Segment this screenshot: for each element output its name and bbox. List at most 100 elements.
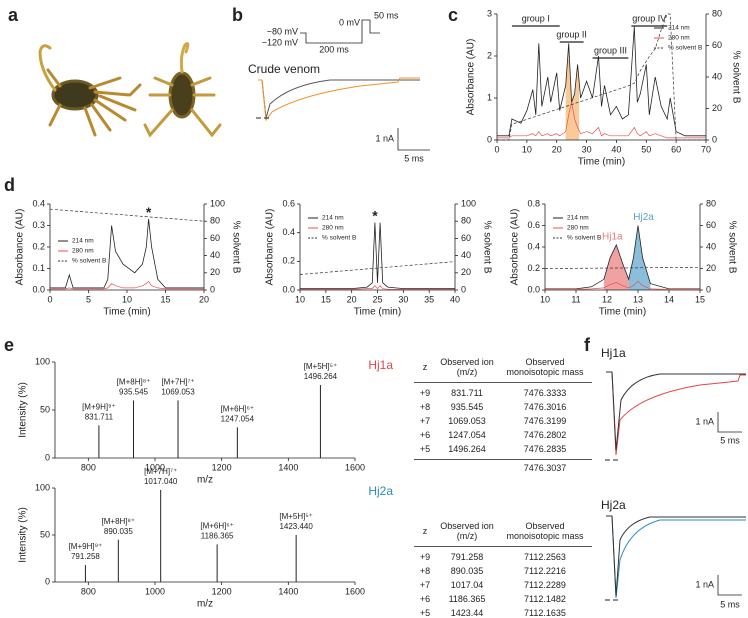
x-tick-label: 1400 <box>278 462 298 472</box>
x-tick-label: 1200 <box>212 462 232 472</box>
table-cell: +9 <box>419 552 431 562</box>
y-tick-label: 0.3 <box>32 220 45 230</box>
x-axis-label: Time (min) <box>103 307 150 318</box>
scale-bar <box>717 412 742 433</box>
duration-label: 200 ms <box>319 44 349 54</box>
voltage-label: −80 mV <box>267 26 298 36</box>
x-tick-label: 12 <box>602 294 612 304</box>
table-cell: +6 <box>419 594 431 604</box>
y2-tick-label: 60 <box>712 40 722 50</box>
legend-label: 280 nm <box>668 35 690 42</box>
shaded-peak <box>565 43 580 140</box>
y2-tick-label: 40 <box>210 250 220 260</box>
trace-label: Crude venom <box>248 62 320 76</box>
y-axis-label: Intensity (%) <box>18 382 29 438</box>
x-axis-label: Time (min) <box>354 307 401 318</box>
table-cell: 1496.264 <box>448 444 486 454</box>
voltage-label: 0 mV <box>339 17 360 27</box>
scale-label: 1 nA <box>695 416 714 426</box>
x-tick-label: 1600 <box>345 462 365 472</box>
series-line <box>545 225 700 290</box>
current-trace <box>606 515 746 599</box>
panel-label: b <box>232 5 243 25</box>
y-tick-label: 0.4 <box>282 227 295 237</box>
x-tick-label: 20 <box>199 294 209 304</box>
table-cell: z <box>422 362 428 372</box>
y2-tick-label: 40 <box>712 71 722 81</box>
trace-label: Hj1a <box>601 346 626 360</box>
table-cell: 791.258 <box>450 552 484 562</box>
table-cell: 7476.2802 <box>523 430 567 440</box>
x-tick-label: 0 <box>47 294 52 304</box>
y-tick-label: 100 <box>35 482 50 492</box>
peak-mz-label: 1186.365 <box>201 532 234 541</box>
x-tick-label: 5 <box>86 294 91 304</box>
y-tick-label: 0.2 <box>527 263 540 273</box>
table-cell: 1423.44 <box>450 608 484 618</box>
legend-label: 214 nm <box>567 215 589 222</box>
mass-table: z Observed ion (m/z) Observed monoisotopic… <box>414 352 592 476</box>
y-tick-label: 0 <box>45 452 50 462</box>
x-tick-label: 70 <box>701 144 711 154</box>
peak-ion-label: [M+9H]⁹⁺ <box>82 402 116 411</box>
x-tick-label: 1600 <box>345 586 365 596</box>
y2-tick-label: 80 <box>706 198 716 208</box>
group-label: group III <box>594 45 627 55</box>
y-tick-label: 0.1 <box>32 263 45 273</box>
current-trace <box>258 79 420 119</box>
y2-tick-label: 80 <box>712 8 722 18</box>
x-tick-label: 800 <box>81 586 96 596</box>
current-trace <box>606 371 746 456</box>
y-axis-label: Absorbance (AU) <box>15 209 26 286</box>
table-cell: 7112.2289 <box>524 580 566 590</box>
table-cell: 7476.3333 <box>523 388 567 398</box>
x-tick-label: 15 <box>695 294 705 304</box>
x-tick-label: 10 <box>522 144 532 154</box>
legend-label: % solvent B <box>322 235 356 242</box>
y2-axis-label: % solvent B <box>230 221 241 274</box>
legend-label: 214 nm <box>322 215 344 222</box>
peak-ion-label: [M+8H]⁸⁺ <box>117 378 151 387</box>
table-cell: 7112.2563 <box>524 552 566 562</box>
current-trace <box>606 515 746 597</box>
scorpion-photo <box>143 42 222 138</box>
y-tick-label: 0.0 <box>282 284 295 294</box>
y-tick-label: 0.0 <box>527 284 540 294</box>
table-cell: +8 <box>419 402 431 412</box>
table-row: +6 1186.365 7112.1482 <box>414 592 592 606</box>
y-tick-label: 0.6 <box>282 198 295 208</box>
x-tick-label: 50 <box>641 144 651 154</box>
x-tick-label: 25 <box>372 294 382 304</box>
peak-ion-label: [M+6H]⁶⁺ <box>221 404 255 413</box>
y-tick-label: 0.2 <box>32 241 45 251</box>
x-axis-label: Time (min) <box>578 157 625 168</box>
y2-tick-label: 20 <box>706 263 716 273</box>
legend-label: 280 nm <box>72 248 94 255</box>
table-row: +9 831.711 7476.3333 <box>414 386 592 400</box>
scale-label: 5 ms <box>720 435 740 445</box>
table-cell: 7476.3199 <box>523 416 567 426</box>
legend-label: 214 nm <box>72 238 94 245</box>
series-line <box>300 285 455 290</box>
series-line <box>544 267 701 269</box>
annotation: * <box>372 207 378 223</box>
y-tick-label: 0 <box>487 134 492 144</box>
table-cell: 7112.2216 <box>524 566 566 576</box>
series-line <box>50 280 204 290</box>
peak-mz-label: 1496.264 <box>304 372 338 381</box>
x-tick-label: 1400 <box>278 586 298 596</box>
y-tick-label: 50 <box>40 404 50 414</box>
x-tick-label: 14 <box>664 294 674 304</box>
panel-label: d <box>4 175 15 195</box>
series-line <box>497 26 706 137</box>
y-tick-label: 0 <box>45 576 50 586</box>
table-cell: 890.035 <box>450 566 484 576</box>
legend-label: 280 nm <box>567 225 589 232</box>
table-cell: Observed monoisotopic mass <box>506 521 584 541</box>
y2-tick-label: 80 <box>461 216 471 226</box>
panel-label: e <box>4 335 14 355</box>
table-cell: Observed ion (m/z) <box>440 357 494 377</box>
peak-ion-label: [M+5H]⁵⁺ <box>279 512 313 521</box>
peak-mz-label: 1017.040 <box>144 477 178 486</box>
